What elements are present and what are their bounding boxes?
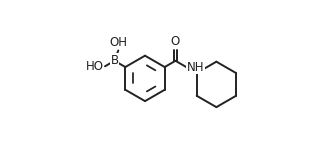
Text: O: O	[171, 35, 180, 48]
Text: B: B	[111, 54, 119, 67]
Text: HO: HO	[86, 60, 104, 73]
Text: NH: NH	[187, 61, 204, 74]
Text: OH: OH	[109, 36, 127, 49]
